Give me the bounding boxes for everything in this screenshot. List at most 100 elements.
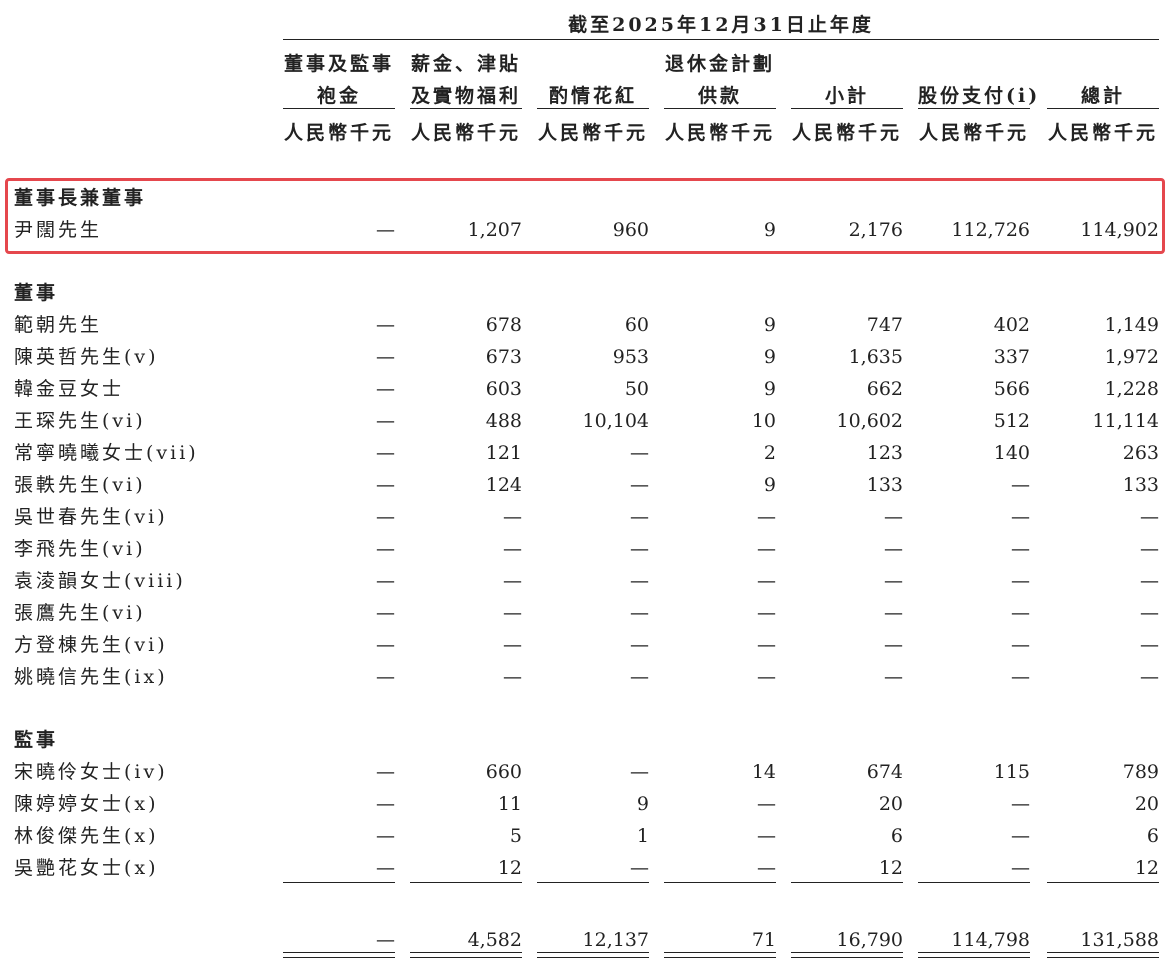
cell: 20	[878, 793, 903, 815]
cell: —	[376, 602, 395, 624]
cell: 11	[497, 793, 522, 815]
cell: —	[757, 538, 776, 560]
cell: —	[884, 666, 903, 688]
cell: —	[1011, 857, 1030, 879]
cell: —	[630, 634, 649, 656]
cell: —	[630, 602, 649, 624]
row-name: 李飛先生(vi)	[14, 538, 146, 560]
rule	[283, 882, 395, 883]
cell: —	[376, 346, 395, 368]
cell: —	[884, 602, 903, 624]
rule	[791, 952, 903, 953]
cell: 50	[624, 378, 649, 400]
cell: 6	[890, 825, 903, 847]
cell: 12	[497, 857, 522, 879]
column-header: 及實物福利	[410, 85, 521, 107]
cell: —	[757, 570, 776, 592]
cell: —	[376, 442, 395, 464]
cell: 488	[485, 410, 522, 432]
cell: —	[1140, 506, 1159, 528]
cell: —	[757, 666, 776, 688]
row-name: 陳婷婷女士(x)	[14, 793, 159, 815]
cell: —	[376, 857, 395, 879]
cell: —	[757, 602, 776, 624]
cell: —	[376, 378, 395, 400]
cell: 9	[763, 314, 776, 336]
rule	[537, 957, 649, 958]
column-header: 酌情花紅	[548, 85, 637, 107]
row-name: 常寧曉曦女士(vii)	[14, 442, 199, 464]
cell: 14	[751, 761, 776, 783]
cell: —	[376, 410, 395, 432]
cell: —	[376, 570, 395, 592]
cell: 60	[624, 314, 649, 336]
cell: —	[503, 570, 522, 592]
cell: 9	[763, 346, 776, 368]
row-name: 王琛先生(vi)	[14, 410, 146, 432]
rule	[664, 957, 776, 958]
total-cell: 4,582	[467, 929, 522, 951]
cell: —	[503, 634, 522, 656]
rule	[1047, 957, 1159, 958]
cell: —	[757, 793, 776, 815]
cell: 337	[993, 346, 1030, 368]
cell: —	[630, 761, 649, 783]
rule	[791, 957, 903, 958]
unit-label: 人民幣千元	[791, 122, 902, 144]
cell: —	[376, 314, 395, 336]
unit-label: 人民幣千元	[918, 122, 1029, 144]
cell: —	[1011, 825, 1030, 847]
cell: —	[376, 825, 395, 847]
cell: —	[1140, 538, 1159, 560]
cell: —	[503, 506, 522, 528]
cell: 121	[485, 442, 522, 464]
column-header: 袍金	[316, 85, 361, 107]
cell: —	[1140, 570, 1159, 592]
cell: 2,176	[848, 219, 903, 241]
cell: —	[503, 538, 522, 560]
cell: —	[1011, 602, 1030, 624]
row-name: 宋曉伶女士(iv)	[14, 761, 168, 783]
cell: 114,902	[1080, 219, 1159, 241]
cell: 263	[1122, 442, 1159, 464]
cell: —	[376, 538, 395, 560]
cell: —	[630, 506, 649, 528]
total-cell: —	[376, 929, 395, 951]
cell: 1,972	[1104, 346, 1159, 368]
cell: —	[630, 538, 649, 560]
row-name: 吳世春先生(vi)	[14, 506, 168, 528]
total-cell: 16,790	[836, 929, 903, 951]
cell: 115	[993, 761, 1030, 783]
total-cell: 71	[751, 929, 776, 951]
rule	[918, 882, 1030, 883]
rule	[283, 39, 1159, 40]
cell: 10,602	[836, 410, 903, 432]
cell: 673	[485, 346, 522, 368]
cell: 12	[878, 857, 903, 879]
rule	[283, 957, 395, 958]
unit-label: 人民幣千元	[664, 122, 775, 144]
cell: —	[1011, 506, 1030, 528]
cell: 9	[763, 378, 776, 400]
cell: 1,149	[1104, 314, 1159, 336]
rule	[664, 882, 776, 883]
rule	[283, 108, 395, 109]
rule	[537, 882, 649, 883]
cell: 10	[751, 410, 776, 432]
total-cell: 114,798	[951, 929, 1030, 951]
cell: —	[757, 634, 776, 656]
section-title: 監事	[14, 729, 59, 751]
cell: 12	[1134, 857, 1159, 879]
cell: 9	[763, 474, 776, 496]
cell: —	[1011, 634, 1030, 656]
unit-label: 人民幣千元	[1047, 122, 1158, 144]
rule	[1047, 952, 1159, 953]
period-header: 截至2025年12月31日止年度	[568, 14, 874, 36]
rule	[918, 952, 1030, 953]
column-header: 薪金、津貼	[410, 53, 521, 75]
cell: —	[376, 761, 395, 783]
cell: 402	[993, 314, 1030, 336]
cell: —	[884, 570, 903, 592]
cell: 1,635	[848, 346, 903, 368]
